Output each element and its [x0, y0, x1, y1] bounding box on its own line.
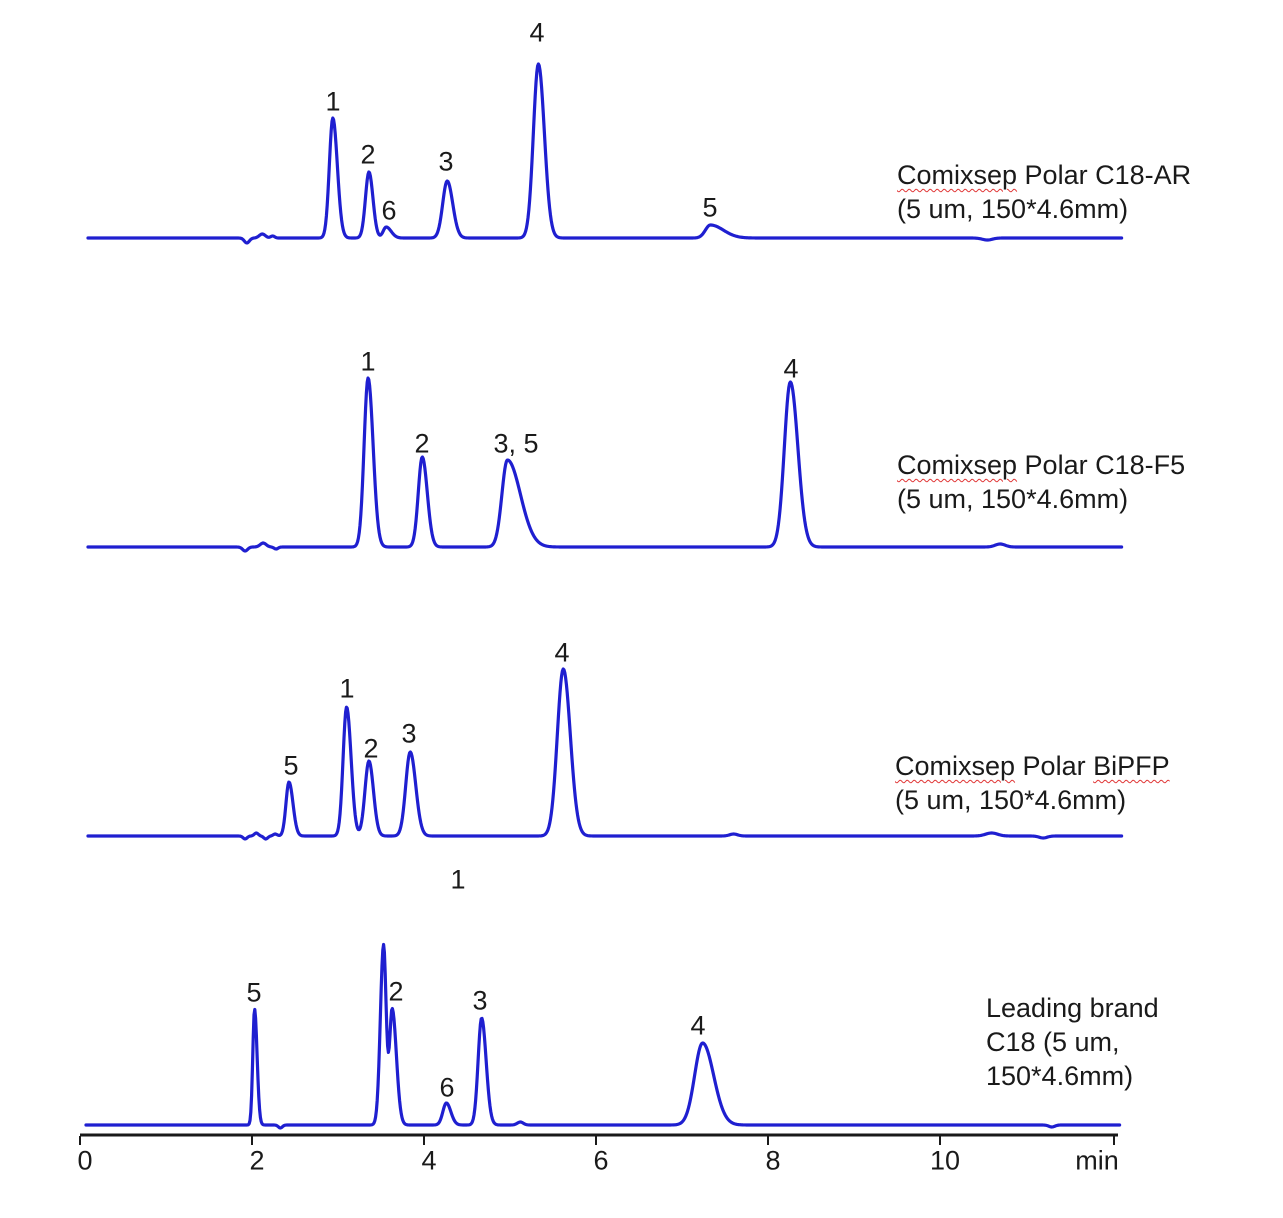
peak-label-4: 4 — [690, 1010, 706, 1041]
chromatogram-trace-2 — [86, 376, 1124, 553]
peak-label-3-5: 3, 5 — [493, 428, 539, 459]
peak-label-2: 2 — [414, 428, 430, 459]
peak-label-6: 6 — [381, 195, 397, 226]
annotation-line: C18 (5 um, — [986, 1025, 1159, 1059]
annotation-word: C18 (5 um, — [986, 1027, 1120, 1057]
axis-tick-label-4: 4 — [421, 1145, 437, 1176]
annotation-line: (5 um, 150*4.6mm) — [897, 192, 1191, 226]
axis-tick-label-2: 2 — [249, 1145, 265, 1176]
column-annotation-4: Leading brand C18 (5 um, 150*4.6mm) — [986, 991, 1159, 1093]
peak-label-5: 5 — [246, 977, 262, 1008]
peak-label-3: 3 — [401, 718, 417, 749]
annotation-word: Polar — [1015, 751, 1094, 781]
chromatogram-trace-1 — [86, 62, 1124, 245]
annotation-word: (5 um, 150*4.6mm) — [897, 194, 1129, 224]
peak-label-4: 4 — [554, 637, 570, 668]
annotation-word: 150*4.6mm) — [986, 1061, 1134, 1091]
peak-label-1: 1 — [339, 673, 355, 704]
peak-label-1: 1 — [325, 86, 341, 117]
column-annotation-1: Comixsep Polar C18-AR (5 um, 150*4.6mm) — [897, 158, 1191, 226]
annotation-word-misspelled: BiPFP — [1093, 751, 1170, 781]
peak-label-2: 2 — [360, 139, 376, 170]
annotation-line: Comixsep Polar BiPFP — [895, 749, 1170, 783]
annotation-word-misspelled: Comixsep — [895, 751, 1016, 781]
column-annotation-2: Comixsep Polar C18-F5 (5 um, 150*4.6mm) — [897, 448, 1185, 516]
axis-tick-label-6: 6 — [593, 1145, 609, 1176]
column-annotation-3: Comixsep Polar BiPFP (5 um, 150*4.6mm) — [895, 749, 1170, 817]
peak-label-4: 4 — [529, 17, 545, 48]
chromatogram-trace-4 — [84, 942, 1122, 1130]
peak-label-2: 2 — [388, 976, 404, 1007]
annotation-word-misspelled: Comixsep — [897, 160, 1018, 190]
annotation-line: 150*4.6mm) — [986, 1059, 1159, 1093]
peak-label-4: 4 — [783, 353, 799, 384]
peak-label-3: 3 — [438, 146, 454, 177]
annotation-word: Polar C18-AR — [1017, 160, 1192, 190]
annotation-word: Polar C18-F5 — [1017, 450, 1186, 480]
peak-label-1: 1 — [450, 864, 466, 895]
annotation-word: (5 um, 150*4.6mm) — [895, 785, 1127, 815]
annotation-line: Comixsep Polar C18-AR — [897, 158, 1191, 192]
peak-label-1: 1 — [360, 346, 376, 377]
annotation-word-misspelled: Comixsep — [897, 450, 1018, 480]
chromatogram-trace-3 — [86, 667, 1124, 841]
axis-unit-label: min — [1075, 1145, 1119, 1176]
annotation-word: (5 um, 150*4.6mm) — [897, 484, 1129, 514]
annotation-line: (5 um, 150*4.6mm) — [897, 482, 1185, 516]
annotation-word: Leading brand — [986, 993, 1159, 1023]
annotation-line: Leading brand — [986, 991, 1159, 1025]
annotation-line: Comixsep Polar C18-F5 — [897, 448, 1185, 482]
peak-label-5: 5 — [702, 192, 718, 223]
axis-tick-label-10: 10 — [929, 1145, 961, 1176]
peak-label-6: 6 — [439, 1072, 455, 1103]
annotation-line: (5 um, 150*4.6mm) — [895, 783, 1170, 817]
axis-tick-label-0: 0 — [77, 1145, 93, 1176]
axis-tick-label-8: 8 — [765, 1145, 781, 1176]
peak-label-2: 2 — [363, 733, 379, 764]
peak-label-3: 3 — [472, 985, 488, 1016]
peak-label-5: 5 — [283, 750, 299, 781]
